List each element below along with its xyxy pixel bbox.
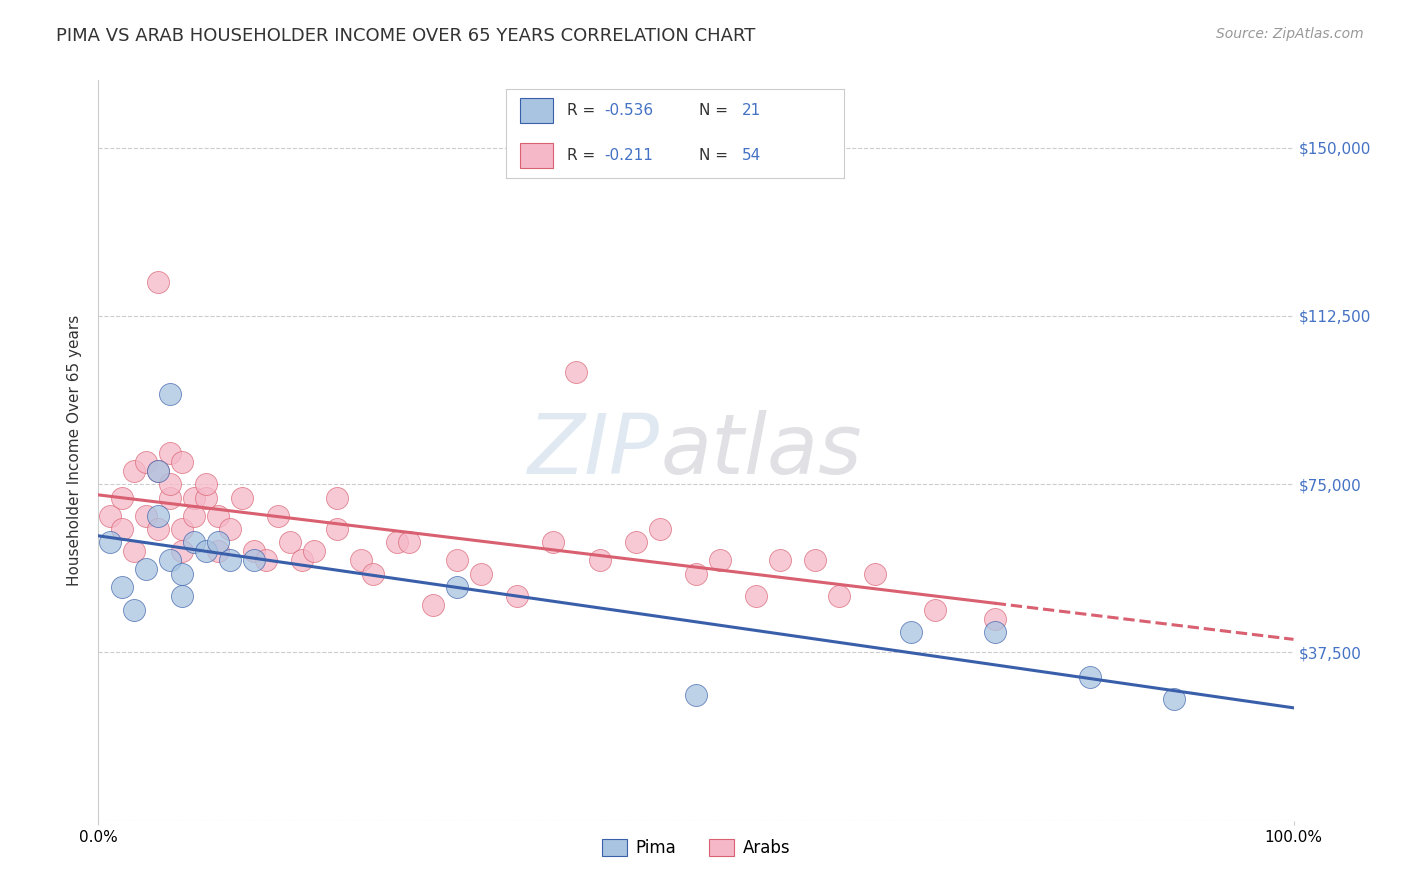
Point [195,491,218,505]
Point [124,603,146,617]
Point [231,491,253,505]
Point [446,580,468,594]
Point [111,522,134,536]
Point [1080,670,1102,684]
Text: PIMA VS ARAB HOUSEHOLDER INCOME OVER 65 YEARS CORRELATION CHART: PIMA VS ARAB HOUSEHOLDER INCOME OVER 65 … [56,27,755,45]
Text: ZIP: ZIP [529,410,661,491]
Legend: Pima, Arabs: Pima, Arabs [595,832,797,864]
Point [172,522,194,536]
Point [422,599,444,613]
Point [650,522,672,536]
Point [172,566,194,581]
Point [326,491,349,505]
Point [124,464,146,478]
Point [111,491,134,505]
Point [159,477,181,491]
Point [900,625,922,640]
Point [398,535,420,549]
Point [291,553,314,567]
Point [148,508,170,523]
Text: -0.536: -0.536 [605,103,654,118]
Point [589,553,612,567]
Point [984,625,1007,640]
Point [709,553,731,567]
Point [267,508,290,523]
Point [865,566,887,581]
Point [159,553,181,567]
Point [111,580,134,594]
Point [685,566,707,581]
Point [326,522,349,536]
Text: N =: N = [699,148,733,162]
Point [446,553,468,567]
Bar [520,98,554,123]
Point [195,477,218,491]
Point [219,522,242,536]
Text: -0.211: -0.211 [605,148,652,162]
Point [183,535,205,549]
Point [135,508,157,523]
Y-axis label: Householder Income Over 65 years: Householder Income Over 65 years [67,315,83,586]
Point [183,508,205,523]
Point [984,612,1007,626]
Point [1163,692,1185,706]
Text: R =: R = [567,148,600,162]
Point [219,553,242,567]
Point [148,275,170,289]
Point [148,464,170,478]
Text: Source: ZipAtlas.com: Source: ZipAtlas.com [1216,27,1364,41]
Point [159,387,181,401]
Point [506,589,529,603]
Point [745,589,768,603]
Point [98,535,122,549]
Bar [520,143,554,168]
Point [243,553,266,567]
Point [254,553,277,567]
Point [565,365,588,379]
Text: atlas: atlas [661,410,862,491]
Text: 21: 21 [742,103,762,118]
Point [172,589,194,603]
Point [207,544,229,558]
Point [207,508,229,523]
Text: N =: N = [699,103,733,118]
Point [769,553,792,567]
Point [124,544,146,558]
Point [148,464,170,478]
Point [804,553,827,567]
Point [207,535,229,549]
Point [135,562,157,576]
Point [195,544,218,558]
Point [302,544,325,558]
Text: 54: 54 [742,148,762,162]
Point [159,446,181,460]
Point [541,535,564,549]
Point [385,535,409,549]
Point [350,553,373,567]
Text: R =: R = [567,103,600,118]
Point [685,688,707,702]
Point [98,508,122,523]
Point [159,491,181,505]
Point [172,544,194,558]
Point [626,535,648,549]
Point [363,566,385,581]
Point [148,522,170,536]
Point [470,566,492,581]
Point [828,589,851,603]
Point [135,455,157,469]
Point [924,603,946,617]
Point [278,535,301,549]
Point [183,491,205,505]
Point [243,544,266,558]
Point [172,455,194,469]
